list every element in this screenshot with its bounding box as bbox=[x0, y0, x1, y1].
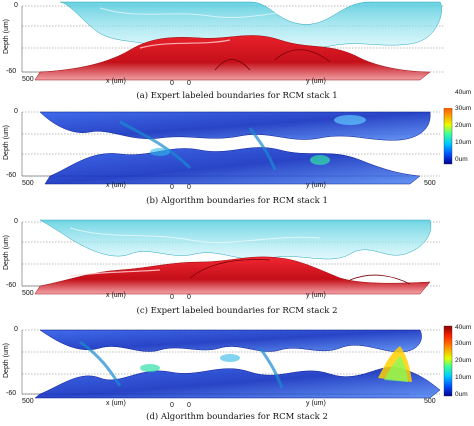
depth-top-tick: 0 bbox=[14, 2, 18, 9]
depth-top-tick: 0 bbox=[14, 218, 18, 225]
colorbar-label-0: 0um bbox=[455, 156, 468, 163]
y-zero-tick: 0 bbox=[187, 184, 191, 191]
depth-bottom-tick: -60 bbox=[6, 282, 17, 289]
colorbar-label-30: 30um bbox=[455, 340, 472, 347]
colorbar-d bbox=[443, 325, 453, 397]
y-zero-tick: 0 bbox=[187, 294, 191, 301]
y-zero-tick: 0 bbox=[187, 402, 191, 409]
caption-a: (a) Expert labeled boundaries for RCM st… bbox=[136, 91, 338, 101]
depth-axis-label: Depth (um) bbox=[3, 124, 10, 160]
left-tick: 500 bbox=[22, 290, 34, 297]
x-zero-tick: 0 bbox=[170, 294, 174, 301]
right-tick: 500 bbox=[424, 398, 436, 405]
panel-d: 0 -60 Depth (um) 500 x (um) 0 0 y (um) 5… bbox=[0, 322, 474, 426]
y-axis-label: y (um) bbox=[306, 78, 326, 85]
y-axis-label: y (um) bbox=[306, 400, 326, 407]
caption-d: (d) Algorithm boundaries for RCM stack 2 bbox=[146, 412, 328, 422]
left-tick: 500 bbox=[22, 76, 34, 83]
panel-c: 0 -60 Depth (um) 500 x (um) 0 0 y (um) (… bbox=[0, 218, 474, 324]
colorbar-label-20: 20um bbox=[455, 122, 472, 129]
colorbar-label-40: 40um bbox=[455, 89, 472, 96]
depth-axis-label: Depth (um) bbox=[3, 234, 10, 270]
x-zero-tick: 0 bbox=[170, 402, 174, 409]
surface-plot-a bbox=[21, 1, 445, 81]
depth-axis-label: Depth (um) bbox=[3, 342, 10, 378]
depth-top-tick: 0 bbox=[14, 108, 18, 115]
panel-a: 0 -60 Depth (um) 500 x (um) 0 0 y (um) (… bbox=[0, 0, 474, 106]
right-tick: 500 bbox=[424, 180, 436, 187]
depth-bottom-tick: -60 bbox=[6, 390, 17, 397]
caption-c: (c) Expert labeled boundaries for RCM st… bbox=[136, 306, 338, 316]
depth-bottom-tick: -60 bbox=[6, 68, 17, 75]
x-axis-label: x (um) bbox=[106, 78, 126, 85]
left-tick: 500 bbox=[22, 180, 34, 187]
colorbar-label-30: 30um bbox=[455, 105, 472, 112]
colorbar-label-10: 10um bbox=[455, 139, 472, 146]
y-axis-label: y (um) bbox=[306, 292, 326, 299]
depth-axis-label: Depth (um) bbox=[3, 18, 10, 54]
y-axis-label: y (um) bbox=[306, 182, 326, 189]
colorbar-label-10: 10um bbox=[455, 374, 472, 381]
panel-b: 0 -60 Depth (um) 500 x (um) 0 0 y (um) 5… bbox=[0, 108, 474, 214]
depth-bottom-tick: -60 bbox=[6, 172, 17, 179]
colorbar-label-40: 40um bbox=[455, 324, 472, 331]
surface-plot-c bbox=[21, 219, 440, 295]
surface-plot-b bbox=[21, 108, 453, 185]
y-zero-tick: 0 bbox=[187, 80, 191, 87]
colorbar-label-20: 20um bbox=[455, 357, 472, 364]
colorbar-label-0: 0um bbox=[455, 391, 468, 398]
colorbar-b bbox=[443, 108, 453, 165]
x-zero-tick: 0 bbox=[170, 184, 174, 191]
left-tick: 500 bbox=[22, 398, 34, 405]
x-axis-label: x (um) bbox=[106, 292, 126, 299]
x-zero-tick: 0 bbox=[170, 80, 174, 87]
surface-plot-d bbox=[21, 325, 453, 399]
x-axis-label: x (um) bbox=[106, 400, 126, 407]
x-axis-label: x (um) bbox=[106, 182, 126, 189]
depth-top-tick: 0 bbox=[14, 326, 18, 333]
caption-b: (b) Algorithm boundaries for RCM stack 1 bbox=[146, 196, 328, 206]
